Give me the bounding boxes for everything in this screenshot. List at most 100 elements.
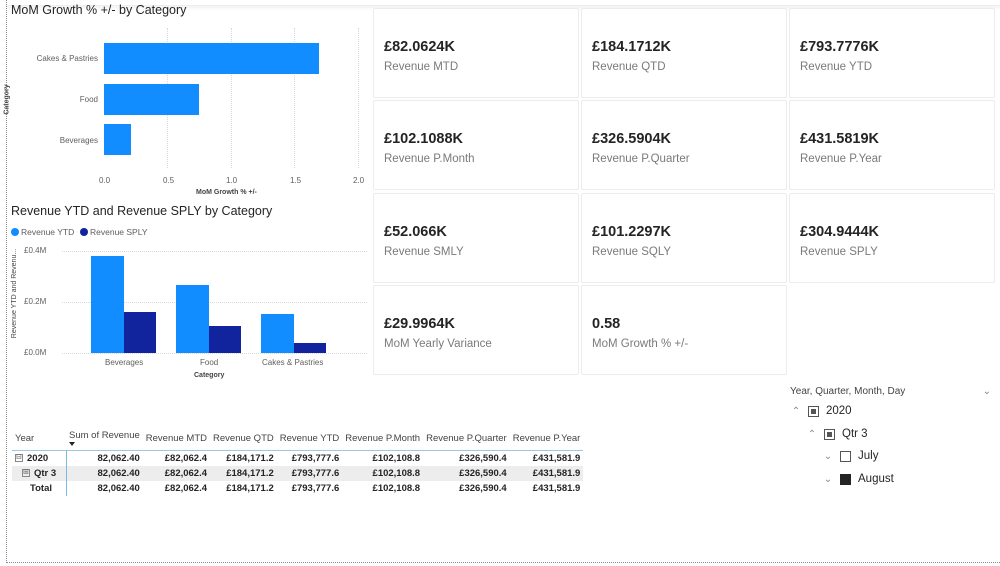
kpi-label: Revenue QTD	[592, 61, 666, 73]
slicer-title: Year, Quarter, Month, Day	[790, 385, 906, 397]
expand-icon[interactable]: ⊞	[22, 468, 30, 477]
y-tick: £0.2M	[24, 297, 47, 306]
matrix-row-total: Total 82,062.40 £82,062.4 £184,171.2 £79…	[12, 480, 583, 496]
legend-dot-icon	[80, 228, 88, 236]
legend-revenue-ytd[interactable]: Revenue YTD	[11, 227, 74, 237]
kpi-label: Revenue YTD	[800, 61, 873, 73]
row-header: ⊟ 2020	[12, 450, 67, 466]
bar-food-ytd[interactable]	[176, 285, 209, 353]
category-label: Cakes & Pastries	[36, 54, 98, 63]
column-header-revenue-qtd[interactable]: Revenue QTD	[213, 432, 274, 444]
chart-title: Revenue YTD and Revenue SPLY by Category	[11, 204, 273, 218]
gridline	[358, 28, 359, 168]
kpi-value: £793.7776K	[800, 39, 880, 55]
chevron-down-icon[interactable]: ⌄	[982, 385, 991, 397]
cell: £102,108.8	[372, 482, 421, 494]
kpi-label: Revenue MTD	[384, 61, 459, 73]
kpi-label: Revenue P.Month	[384, 153, 475, 165]
kpi-card-revenue-ytd[interactable]: £793.7776K Revenue YTD	[789, 8, 995, 98]
revenue-matrix[interactable]: Year Sum of Revenue Revenue MTD Revenue …	[12, 430, 584, 496]
partial-checkbox-icon[interactable]	[808, 405, 819, 417]
slicer-item-qtr3[interactable]: ⌃ Qtr 3	[806, 425, 868, 443]
row-label: 2020	[27, 452, 49, 464]
bar-beverages[interactable]	[104, 124, 131, 155]
kpi-card-revenue-smly[interactable]: £52.066K Revenue SMLY	[373, 193, 579, 283]
column-header-revenue-pmonth[interactable]: Revenue P.Month	[345, 432, 421, 444]
kpi-card-revenue-sqly[interactable]: £101.2297K Revenue SQLY	[581, 193, 787, 283]
x-tick: 0.0	[99, 176, 111, 185]
slicer-item-label: August	[858, 473, 894, 485]
slicer-item-august[interactable]: ⌄ August	[822, 470, 894, 488]
sort-descending-icon	[69, 442, 75, 446]
x-axis-title: Category	[194, 372, 225, 379]
kpi-card-revenue-pmonth[interactable]: £102.1088K Revenue P.Month	[373, 100, 579, 190]
mom-growth-chart[interactable]: MoM Growth % +/- by Category Category Ca…	[4, 0, 370, 200]
cell: £326,590.4	[459, 482, 507, 494]
matrix-header-row: Year Sum of Revenue Revenue MTD Revenue …	[12, 430, 584, 451]
chevron-down-icon[interactable]: ⌄	[823, 450, 833, 462]
kpi-card-mom-growth[interactable]: 0.58 MoM Growth % +/-	[581, 285, 787, 375]
unchecked-checkbox-icon[interactable]	[840, 450, 851, 462]
chevron-down-icon[interactable]: ⌄	[823, 473, 833, 485]
column-header-year[interactable]: Year	[15, 432, 35, 444]
bar-beverages-sply[interactable]	[124, 312, 156, 353]
cell: £431,581.9	[532, 482, 581, 494]
bar-cakes-ytd[interactable]	[261, 314, 294, 353]
x-tick: 1.5	[290, 176, 302, 185]
bar-beverages-ytd[interactable]	[91, 256, 124, 353]
chevron-up-icon[interactable]: ⌃	[807, 428, 817, 440]
column-header-sum-of-revenue[interactable]: Sum of Revenue	[66, 430, 143, 451]
kpi-card-revenue-qtd[interactable]: £184.1712K Revenue QTD	[581, 8, 787, 98]
cell: 82,062.40	[97, 482, 140, 494]
chevron-up-icon[interactable]: ⌃	[791, 405, 801, 417]
revenue-ytd-sply-chart[interactable]: Revenue YTD and Revenue SPLY by Category…	[8, 200, 370, 390]
x-axis-title: MoM Growth % +/-	[196, 189, 257, 196]
cell: £184,171.2	[226, 482, 274, 494]
bar-food-sply[interactable]	[209, 326, 241, 353]
slicer-item-2020[interactable]: ⌃ 2020	[790, 402, 852, 420]
kpi-card-revenue-sply[interactable]: £304.9444K Revenue SPLY	[789, 193, 995, 283]
gridline	[62, 251, 367, 252]
report-canvas	[6, 0, 1000, 563]
x-tick: 0.5	[163, 176, 175, 185]
canvas-top-edge	[6, 0, 1000, 6]
bar-food[interactable]	[104, 84, 199, 115]
cell: 82,062.40	[97, 452, 140, 464]
kpi-value: £102.1088K	[384, 131, 464, 147]
kpi-label: Revenue SPLY	[800, 246, 878, 258]
column-header-revenue-ytd[interactable]: Revenue YTD	[279, 432, 340, 444]
date-hierarchy-slicer[interactable]: Year, Quarter, Month, Day ⌄ ⌃ 2020 ⌃ Qtr…	[790, 383, 995, 486]
y-tick: £0.0M	[24, 348, 47, 357]
column-header-revenue-pquarter[interactable]: Revenue P.Quarter	[426, 432, 507, 444]
row-label: Qtr 3	[34, 467, 57, 479]
kpi-value: £304.9444K	[800, 224, 880, 240]
cell: £82,062.4	[142, 465, 211, 481]
kpi-label: Revenue SQLY	[592, 246, 672, 258]
kpi-card-revenue-pquarter[interactable]: £326.5904K Revenue P.Quarter	[581, 100, 787, 190]
bar-cakes-sply[interactable]	[294, 343, 326, 353]
slicer-item-july[interactable]: ⌄ July	[822, 447, 879, 465]
column-header-revenue-pyear[interactable]: Revenue P.Year	[512, 432, 581, 444]
category-label: Beverages	[105, 358, 144, 367]
cell: £82,062.4	[164, 482, 208, 494]
legend-label: Revenue SPLY	[90, 227, 148, 237]
bar-cakes-pastries[interactable]	[104, 43, 319, 74]
partial-checkbox-icon[interactable]	[824, 428, 835, 440]
row-header: ⊞ Qtr 3	[12, 465, 67, 481]
legend-revenue-sply[interactable]: Revenue SPLY	[80, 227, 148, 237]
gridline	[62, 302, 367, 303]
kpi-card-revenue-pyear[interactable]: £431.5819K Revenue P.Year	[789, 100, 995, 190]
matrix-row-2020: ⊟ 2020 82,062.40 £82,062.4 £184,171.2 £79…	[12, 450, 583, 466]
cell: £326,590.4	[459, 452, 507, 464]
kpi-card-revenue-mtd[interactable]: £82.0624K Revenue MTD	[373, 8, 579, 98]
cell: £793,777.6	[291, 452, 340, 464]
slicer-header: Year, Quarter, Month, Day ⌄	[790, 383, 995, 399]
collapse-icon[interactable]: ⊟	[15, 454, 23, 463]
kpi-value: £184.1712K	[592, 39, 672, 55]
category-label: Cakes & Pastries	[262, 358, 324, 367]
kpi-card-mom-yearly-variance[interactable]: £29.9964K MoM Yearly Variance	[373, 285, 579, 375]
checked-checkbox-icon[interactable]	[840, 473, 851, 485]
kpi-value: £101.2297K	[592, 224, 672, 240]
slicer-item-label: July	[858, 450, 879, 462]
column-header-revenue-mtd[interactable]: Revenue MTD	[145, 432, 208, 444]
